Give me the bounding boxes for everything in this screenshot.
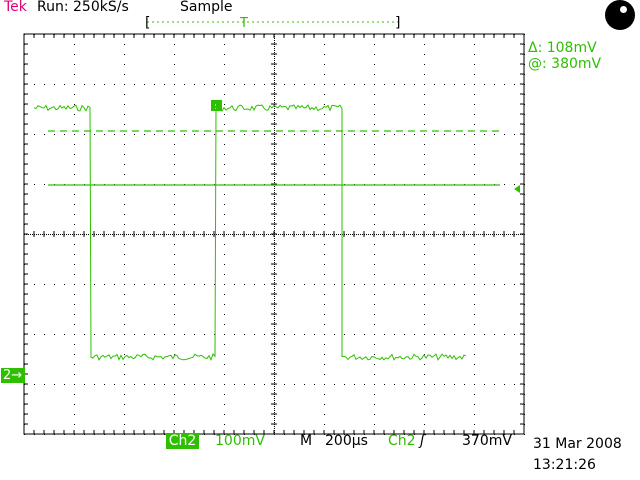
ch2-ground-marker[interactable]: 2→	[1, 368, 25, 383]
run-status-icon	[605, 0, 635, 30]
trigger-point-glyph: :	[214, 102, 217, 112]
date: 31 Mar 2008	[533, 436, 622, 452]
at-measurement: @: 380mV	[528, 56, 602, 72]
trigger-position-marker: T	[239, 16, 248, 31]
acquisition-mode: Sample	[180, 0, 233, 15]
trigger-slope-icon: ʃ	[420, 433, 425, 449]
trigger-point-marker	[211, 100, 222, 111]
timebase-value: 200µs	[325, 433, 368, 449]
vertical-scale: 100mV	[215, 433, 265, 449]
delta-measurement: Δ: 108mV	[528, 40, 597, 56]
ch2-waveform	[33, 104, 467, 361]
graticule	[23, 33, 525, 435]
time: 13:21:26	[533, 457, 596, 473]
record-bracket-right: ]	[395, 15, 400, 31]
timebase-label: M	[300, 433, 313, 449]
brand-label: Tek	[4, 0, 27, 15]
trigger-level: 370mV	[462, 433, 512, 449]
trigger-channel: Ch2	[388, 433, 416, 449]
trigger-level-icon[interactable]	[514, 185, 520, 193]
record-bracket-left: [	[145, 15, 150, 31]
channel-badge[interactable]: Ch2	[166, 433, 199, 449]
run-status: Run: 250kS/s	[37, 0, 129, 15]
